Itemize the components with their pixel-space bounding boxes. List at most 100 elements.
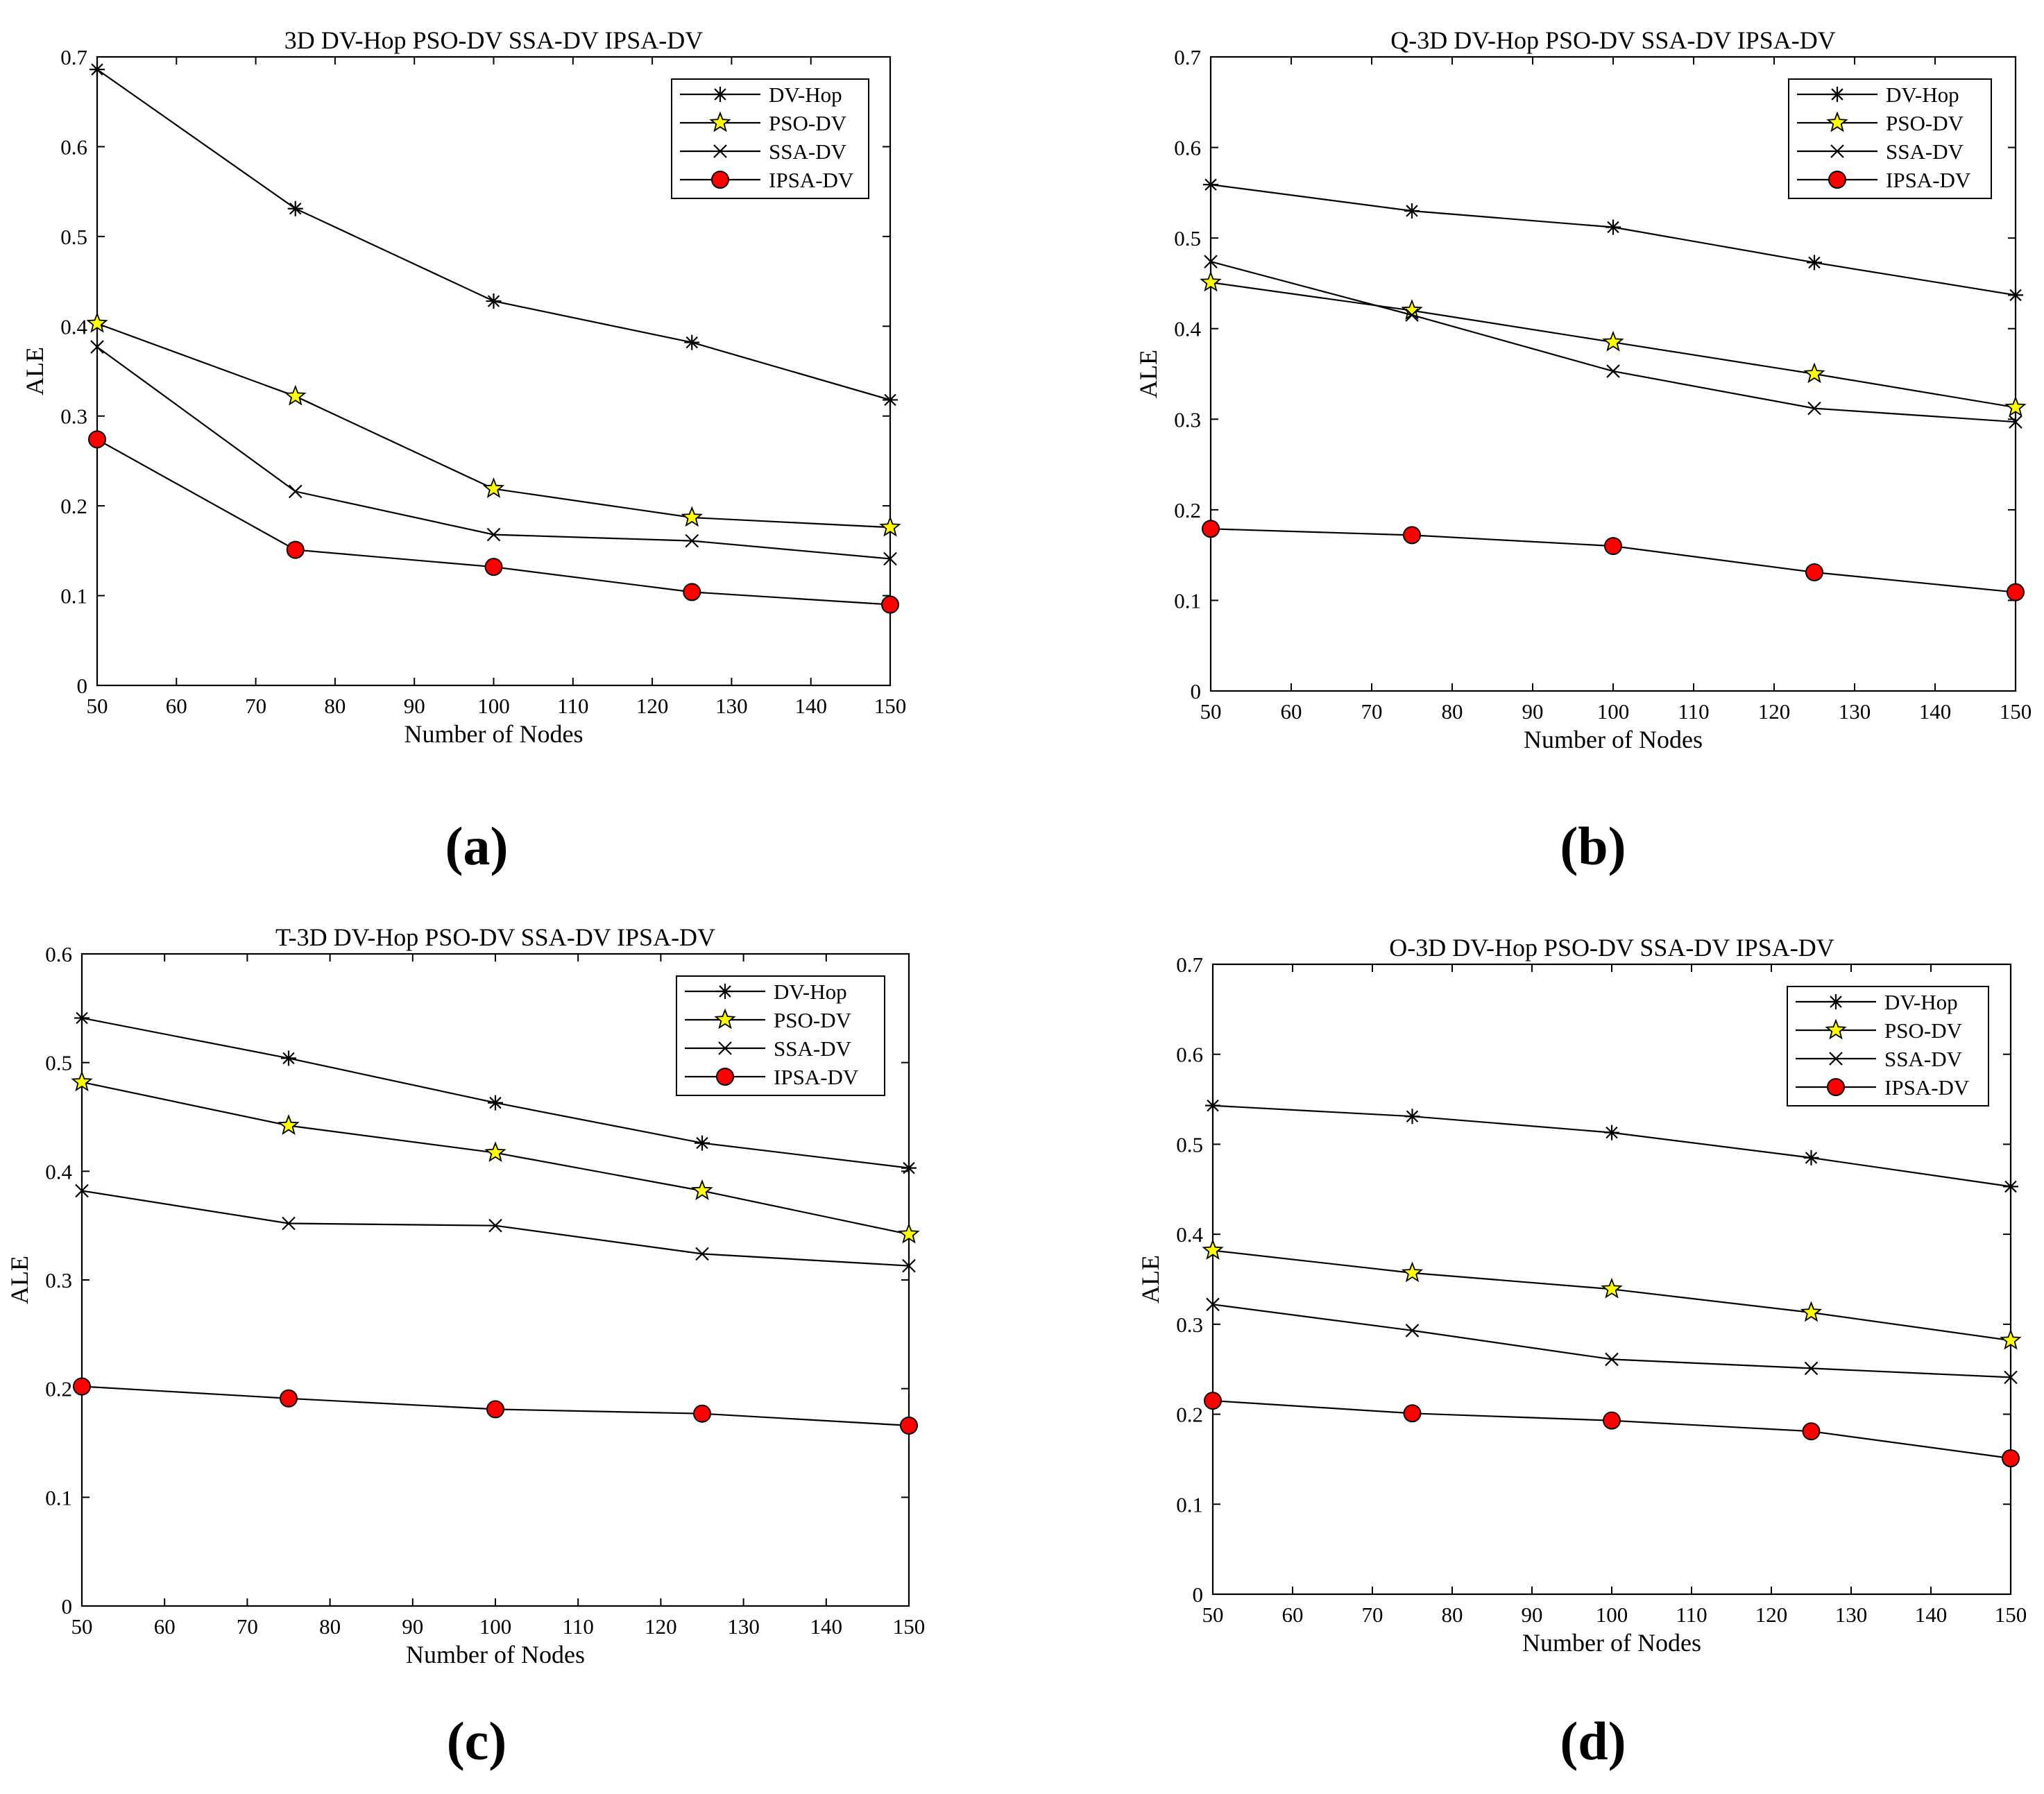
x-tick-label: 140: [794, 694, 827, 718]
data-point-x: [1605, 1352, 1619, 1367]
x-tick-label: 140: [1919, 699, 1952, 724]
legend: DV-Hop PSO-DV SSA-DV IPSA-DV: [1787, 986, 1989, 1107]
data-point-circle: [1604, 537, 1622, 556]
data-point-asterisk: [695, 1135, 710, 1151]
data-point-star: [2000, 1329, 2022, 1350]
legend: DV-Hop PSO-DV SSA-DV IPSA-DV: [676, 975, 885, 1096]
y-tick-label: 0.3: [60, 404, 87, 429]
legend-label: PSO-DV: [774, 1008, 852, 1032]
x-axis-label: Number of Nodes: [404, 720, 584, 748]
data-point-x: [1405, 1324, 1420, 1338]
legend: DV-Hop PSO-DV SSA-DV IPSA-DV: [671, 78, 869, 199]
legend-marker-x: [1830, 144, 1844, 158]
data-point-star: [482, 477, 505, 498]
series-line: [1212, 1304, 2011, 1378]
x-tick-label: 90: [1522, 699, 1544, 724]
x-tick-label: 80: [1442, 699, 1463, 724]
x-tick-label: 90: [1522, 1603, 1543, 1627]
x-tick-label: 120: [1758, 699, 1791, 724]
panel-label: (d): [1560, 1711, 1626, 1771]
x-tick-label: 50: [71, 1614, 93, 1639]
data-point-asterisk: [74, 1010, 90, 1026]
legend-label: PSO-DV: [1886, 111, 1964, 135]
x-tick-label: 110: [1676, 1603, 1707, 1627]
data-point-asterisk: [1606, 219, 1621, 235]
y-tick-label: 0.7: [1174, 45, 1201, 69]
y-tick-label: 0.1: [60, 584, 87, 608]
legend-marker-asterisk: [713, 87, 728, 102]
series-ssa-dv: [75, 1184, 916, 1273]
x-tick-label: 140: [810, 1614, 843, 1639]
data-point-asterisk: [1205, 1097, 1220, 1113]
x-tick-label: 150: [1995, 1603, 2027, 1627]
y-tick-label: 0.3: [45, 1268, 72, 1292]
y-tick-label: 0: [77, 674, 88, 698]
legend-label: IPSA-DV: [1886, 168, 1971, 192]
legend-marker-star: [1826, 111, 1848, 133]
x-tick-label: 150: [2000, 699, 2032, 724]
legend-marker-asterisk: [717, 984, 733, 999]
x-tick-label: 70: [245, 694, 266, 718]
legend-label: DV-Hop: [1884, 990, 1958, 1014]
data-point-x: [90, 340, 104, 354]
x-tick-label: 60: [1281, 699, 1302, 724]
data-point-star: [681, 506, 703, 527]
legend-box: [676, 975, 885, 1096]
data-point-x: [288, 484, 303, 499]
data-point-asterisk: [287, 200, 303, 216]
legend-label: PSO-DV: [769, 111, 847, 135]
data-point-x: [1204, 255, 1218, 268]
series-ipsa-dv: [88, 430, 899, 614]
legend-label: DV-Hop: [1886, 83, 1959, 107]
x-tick-label: 120: [645, 1614, 677, 1639]
x-tick-label: 50: [87, 694, 108, 718]
y-tick-label: 0.2: [60, 494, 87, 518]
x-tick-label: 50: [1200, 699, 1222, 724]
series-pso-dv: [1202, 1238, 2022, 1350]
data-point-circle: [1805, 563, 1823, 581]
data-point-asterisk: [281, 1050, 296, 1066]
data-point-x: [902, 1258, 916, 1273]
x-tick-label: 80: [324, 694, 346, 718]
y-tick-label: 0.3: [1176, 1313, 1203, 1337]
data-point-circle: [484, 558, 503, 576]
x-tick-label: 100: [1596, 1603, 1628, 1627]
legend-marker-circle: [711, 171, 729, 189]
data-point-star: [284, 384, 307, 406]
y-tick-label: 0.7: [60, 45, 87, 69]
series-pso-dv: [71, 1070, 920, 1244]
data-point-x: [695, 1247, 709, 1261]
y-tick-label: 0.5: [45, 1051, 72, 1075]
legend-label: IPSA-DV: [1884, 1075, 1970, 1100]
series-dv-hop: [1205, 1097, 2018, 1195]
data-point-circle: [2007, 583, 2025, 601]
x-tick-label: 100: [1597, 699, 1630, 724]
chart-panel-1: 50 60 70 80 90 100 110 120 130 140 150 0 0.1 0.2 0.3 0.…: [21, 26, 906, 876]
series-ssa-dv: [1206, 1297, 2018, 1385]
legend-box: [671, 78, 869, 199]
chart-title: T-3D DV-Hop PSO-DV SSA-DV IPSA-DV: [275, 923, 715, 951]
data-point-circle: [280, 1389, 298, 1408]
x-axis-label: Number of Nodes: [1524, 726, 1703, 753]
x-tick-label: 90: [402, 1614, 423, 1639]
series-dv-hop: [90, 62, 898, 408]
y-tick-label: 0.1: [1174, 588, 1201, 613]
y-tick-label: 0.4: [1174, 317, 1201, 341]
data-point-asterisk: [1404, 1109, 1420, 1125]
y-tick-label: 0.5: [60, 225, 87, 249]
panel-label: (b): [1560, 816, 1626, 876]
y-axis-label: ALE: [1134, 350, 1162, 398]
data-point-asterisk: [488, 1095, 503, 1111]
series-ipsa-dv: [1202, 520, 2025, 601]
y-tick-label: 0.1: [1176, 1492, 1203, 1517]
y-tick-label: 0.5: [1176, 1132, 1203, 1156]
data-point-asterisk: [1807, 255, 1822, 271]
data-point-star: [1401, 1261, 1424, 1283]
series-line: [1212, 1104, 2011, 1188]
data-point-star: [691, 1179, 713, 1200]
x-tick-label: 50: [1202, 1603, 1224, 1627]
y-tick-label: 0.6: [1176, 1043, 1203, 1067]
data-point-x: [1807, 401, 1821, 416]
data-point-asterisk: [2008, 287, 2023, 303]
